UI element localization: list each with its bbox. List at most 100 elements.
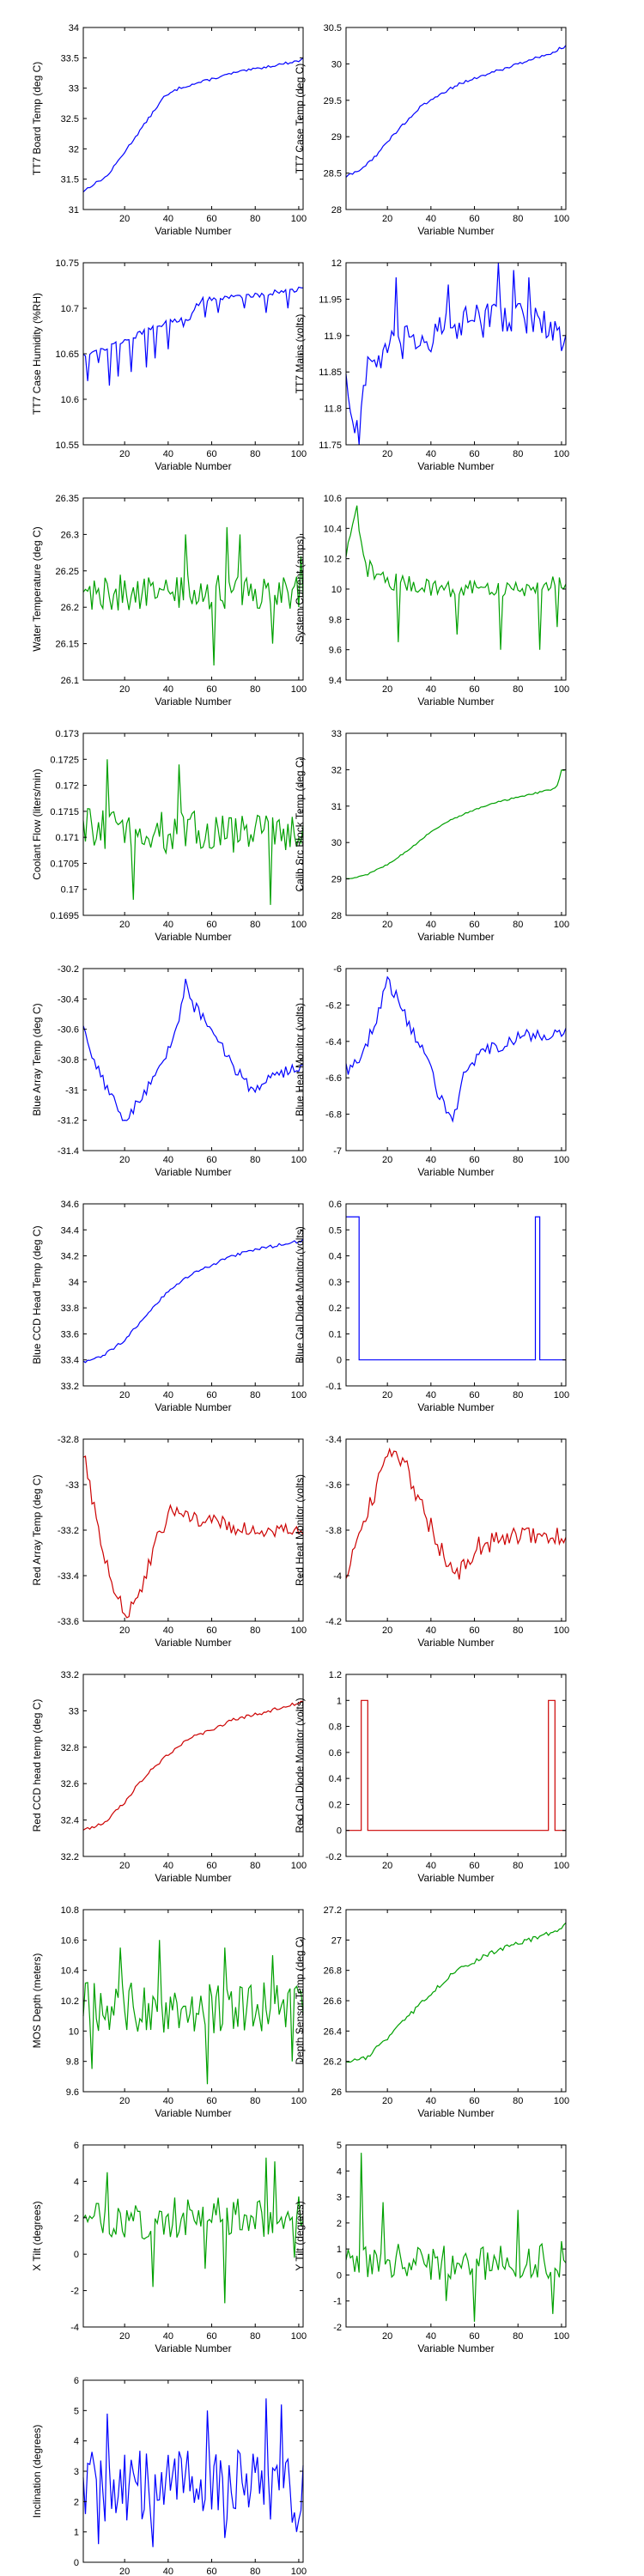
y-axis-label: Water Temperature (deg C)	[31, 526, 43, 651]
y-axis-label: System Current (amps)	[294, 536, 306, 642]
y-tick-label: 1	[337, 2245, 342, 2255]
x-tick-label: 60	[206, 1625, 216, 1636]
x-tick-label: 20	[382, 1861, 392, 1871]
x-tick-label: 20	[382, 449, 392, 459]
x-axis-label: Variable Number	[155, 225, 231, 237]
y-tick-label: 11.95	[319, 295, 342, 305]
y-tick-label: 27	[331, 1935, 342, 1946]
y-tick-label: 28	[331, 205, 342, 216]
y-tick-label: -30.4	[58, 994, 79, 1005]
y-tick-label: 10.6	[61, 395, 79, 405]
y-tick-label: 2	[337, 2219, 342, 2229]
y-tick-label: 4	[337, 2166, 342, 2177]
x-axis-label: Variable Number	[417, 931, 494, 943]
x-tick-label: 20	[382, 1390, 392, 1400]
x-tick-label: 100	[291, 2331, 307, 2342]
y-tick-label: -33.4	[58, 1571, 79, 1582]
y-tick-label: 9.8	[329, 615, 342, 625]
y-tick-label: 10.4	[324, 524, 342, 534]
y-tick-label: 26	[331, 2087, 342, 2098]
x-tick-label: 60	[206, 1861, 216, 1871]
y-tick-label: 32.4	[61, 1816, 79, 1826]
x-tick-label: 40	[163, 1861, 173, 1871]
x-tick-label: 20	[382, 1155, 392, 1165]
y-tick-label: 33	[69, 1706, 79, 1716]
y-tick-label: 1	[337, 1696, 342, 1706]
y-axis-label: Red Cal Diode Monitor (volts)	[294, 1698, 306, 1832]
y-tick-label: 3	[74, 2467, 79, 2477]
x-tick-label: 20	[119, 214, 130, 224]
series-line	[345, 1447, 567, 1580]
x-tick-label: 20	[119, 1625, 130, 1636]
x-tick-label: 80	[250, 1861, 260, 1871]
series-line	[82, 1940, 304, 2085]
series-line	[345, 505, 567, 650]
y-tick-label: 32	[331, 765, 342, 775]
y-tick-label: -0.2	[325, 1852, 342, 1862]
series-line	[82, 2157, 304, 2304]
y-tick-label: -2	[333, 2323, 342, 2333]
x-axis-label: Variable Number	[417, 1166, 494, 1178]
axes-frame	[345, 262, 567, 446]
y-tick-label: 26.35	[55, 494, 79, 504]
chart-panel-7: 0.1695 0.17 0.1705 0.171 0.1715 0.172 0.1725 0.…	[31, 729, 307, 943]
y-tick-label: 10.7	[61, 304, 79, 314]
x-tick-label: 40	[163, 1625, 173, 1636]
x-tick-label: 20	[119, 1390, 130, 1400]
y-tick-label: 9.4	[329, 676, 342, 686]
x-tick-label: 20	[119, 1155, 130, 1165]
x-axis-label: Variable Number	[155, 696, 231, 708]
y-tick-label: 0	[337, 2270, 342, 2281]
x-tick-label: 80	[250, 920, 260, 930]
y-tick-label: 32.6	[61, 1779, 79, 1789]
chart-panel-4: 11.75 11.8 11.85 11.9 11.95 12 20 40 60 80 100 Vari…	[294, 258, 569, 472]
y-tick-label: 0.1715	[50, 807, 79, 817]
x-tick-label: 100	[291, 214, 307, 224]
axes-frame	[82, 2379, 304, 2563]
series-line	[82, 2398, 304, 2548]
x-tick-label: 40	[163, 449, 173, 459]
x-tick-label: 60	[469, 1390, 479, 1400]
y-tick-label: -33.6	[58, 1617, 79, 1627]
x-axis-label: Variable Number	[155, 460, 231, 472]
x-tick-label: 80	[250, 2567, 260, 2576]
y-tick-label: 9.6	[329, 646, 342, 656]
x-tick-label: 20	[382, 214, 392, 224]
x-tick-label: 40	[163, 684, 173, 695]
y-tick-label: 29	[331, 132, 342, 143]
y-tick-label: 34.2	[61, 1252, 79, 1262]
y-tick-label: 10.4	[61, 1966, 79, 1977]
x-tick-label: 80	[513, 920, 523, 930]
y-tick-label: 11.8	[324, 404, 342, 415]
y-tick-label: -33.2	[58, 1526, 79, 1536]
y-tick-label: 30	[331, 838, 342, 848]
y-tick-label: 0.4	[329, 1252, 342, 1262]
x-tick-label: 40	[163, 2331, 173, 2342]
y-tick-label: -30.8	[58, 1055, 79, 1066]
chart-panel-8: 28 29 30 31 32 33 20 40 60 80 100 Variable Number Ca…	[294, 729, 569, 943]
chart-panel-13: -33.6 -33.4 -33.2 -33 -32.8 20 40 60 80 100 Variab…	[31, 1435, 307, 1649]
axes-frame	[345, 968, 567, 1151]
x-tick-label: 60	[206, 449, 216, 459]
chart-panel-5: 26.1 26.15 26.2 26.25 26.3 26.35 20 40 60 80 100 Va…	[31, 494, 307, 708]
x-tick-label: 80	[250, 1155, 260, 1165]
y-tick-label: 33	[331, 729, 342, 739]
x-tick-label: 80	[250, 449, 260, 459]
y-tick-label: -30.6	[58, 1025, 79, 1036]
y-tick-label: 26.8	[324, 1966, 342, 1977]
y-axis-label: Blue Array Temp (deg C)	[31, 1003, 43, 1115]
axes-frame	[345, 1203, 567, 1387]
y-tick-label: 0.17	[61, 885, 79, 896]
y-tick-label: -4.2	[325, 1617, 342, 1627]
x-tick-label: 20	[119, 2567, 130, 2576]
x-tick-label: 60	[206, 684, 216, 695]
series-line	[345, 45, 567, 178]
axes-frame	[82, 2144, 304, 2328]
y-tick-label: 33	[69, 84, 79, 94]
y-tick-label: 29.5	[324, 96, 342, 106]
x-tick-label: 100	[291, 1390, 307, 1400]
x-tick-label: 40	[163, 214, 173, 224]
x-tick-label: 80	[250, 2331, 260, 2342]
x-tick-label: 80	[250, 214, 260, 224]
x-tick-label: 40	[426, 1625, 436, 1636]
